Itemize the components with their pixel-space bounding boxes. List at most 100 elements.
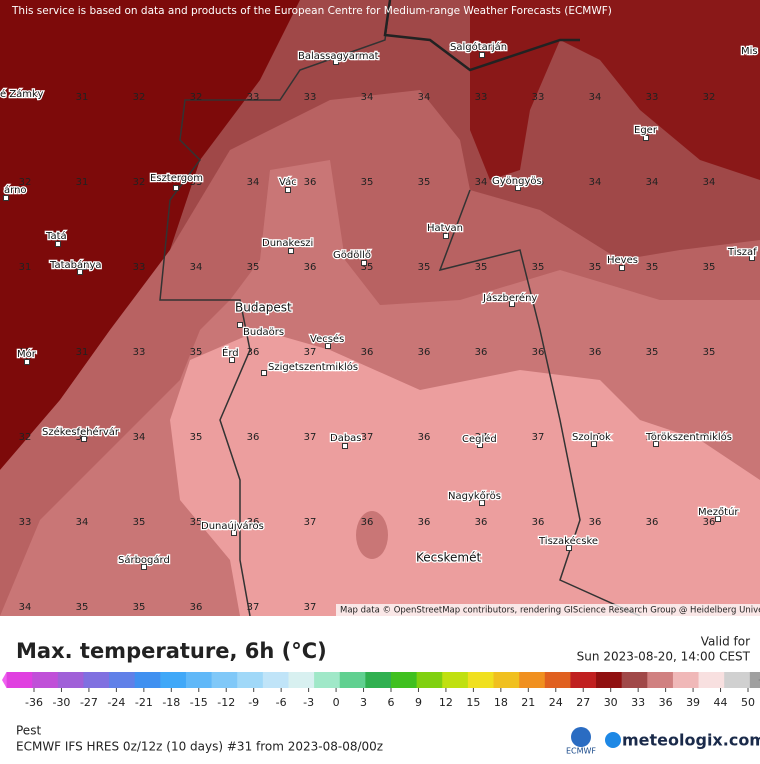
city-label: árno [4, 184, 27, 196]
city-marker [55, 241, 61, 247]
grid-value: 33 [133, 347, 146, 358]
grid-value: 31 [19, 262, 32, 273]
city-label: Eger [634, 125, 658, 136]
colorbar-segment [57, 672, 84, 688]
colorbar-tick-label: 9 [415, 696, 422, 709]
colorbar-tick-label: -9 [248, 696, 259, 709]
attribution-bg [336, 604, 760, 616]
city-marker [643, 135, 649, 141]
city-marker [342, 443, 348, 449]
colorbar-segment [416, 672, 443, 688]
colorbar-segment [83, 672, 110, 688]
city-marker [141, 564, 147, 570]
city-marker [479, 52, 485, 58]
colorbar-segment [647, 672, 674, 688]
colorbar-segment [185, 672, 213, 688]
grid-value: 32 [190, 92, 203, 103]
colorbar-tick-label: 3 [360, 696, 367, 709]
grid-value: 34 [76, 517, 89, 528]
grid-value: 36 [190, 602, 203, 613]
grid-value: 36 [304, 262, 317, 273]
grid-value: 36 [703, 432, 716, 443]
grid-value: 32 [19, 432, 32, 443]
colorbar-segment [442, 672, 469, 688]
grid-value: 34 [589, 92, 602, 103]
colorbar-arrow [2, 672, 7, 688]
grid-value: 32 [19, 347, 32, 358]
grid-value: 33 [475, 92, 488, 103]
colorbar-segment [724, 672, 751, 688]
colorbar-segment [519, 672, 546, 688]
grid-value: 35 [703, 347, 716, 358]
colorbar-segment [314, 672, 341, 688]
colorbar-tick-label: 21 [521, 696, 535, 709]
colorbar-segment [544, 672, 571, 688]
city-label: Törökszentmiklós [645, 431, 732, 443]
grid-value: 37 [475, 432, 488, 443]
city-marker [229, 357, 235, 363]
grid-value: 32 [133, 92, 146, 103]
grid-value: 33 [133, 262, 146, 273]
city-marker [619, 265, 625, 271]
city-label: Mór [17, 348, 37, 360]
grid-value: 32 [133, 177, 146, 188]
grid-value: 34 [361, 92, 374, 103]
zone-hottest [170, 330, 760, 616]
grid-value: 34 [646, 177, 659, 188]
city-marker [77, 269, 83, 275]
grid-value: 36 [361, 347, 374, 358]
grid-value: 37 [361, 432, 374, 443]
colorbar-tick-label: -3 [303, 696, 314, 709]
colorbar-tick-label: 6 [388, 696, 395, 709]
colorbar-tick-label: 30 [604, 696, 618, 709]
colorbar-segment [32, 672, 59, 688]
city-marker [479, 500, 485, 506]
city-label: Gyöngyös [492, 176, 542, 187]
grid-value: 31 [76, 92, 89, 103]
grid-value: 36 [361, 517, 374, 528]
grid-value: 32 [19, 177, 32, 188]
border [438, 189, 641, 617]
grid-value: 35 [532, 177, 545, 188]
city-label: Gödöllő [333, 249, 371, 261]
city-label: Dabas [330, 433, 362, 444]
colorbar-tick-label: -12 [217, 696, 235, 709]
colorbar-segment [493, 672, 520, 688]
grid-value: 32 [703, 92, 716, 103]
colorbar-tick-label: 36 [659, 696, 673, 709]
city-label: Mezőtúr [698, 506, 739, 518]
grid-value: 35 [247, 262, 260, 273]
city-marker [261, 370, 267, 376]
city-marker [81, 436, 87, 442]
colorbar-tick-label: -15 [190, 696, 208, 709]
grid-value: 35 [190, 517, 203, 528]
colorbar-tick-label: 39 [686, 696, 700, 709]
grid-value: 33 [247, 92, 260, 103]
title: Max. temperature, 6h (°C) [16, 639, 327, 663]
city-marker [566, 545, 572, 551]
grid-value: 35 [133, 602, 146, 613]
colorbar-segment [288, 672, 315, 688]
ecmwf-icon [571, 727, 591, 747]
city-label: Vác [279, 176, 297, 188]
colorbar-segment [698, 672, 725, 688]
attribution: Map data © OpenStreetMap contributors, r… [340, 606, 760, 616]
city-label: Jászberény [482, 292, 537, 304]
city-label: Tatá [45, 230, 67, 242]
city-marker [591, 441, 597, 447]
city-label: é Zámky [0, 88, 43, 100]
valid-label: Valid for [701, 635, 750, 649]
grid-value: 35 [190, 432, 203, 443]
colorbar-segment [211, 672, 238, 688]
brand: meteologix.com [622, 731, 760, 750]
grid-value: 35 [532, 262, 545, 273]
grid-value: 33 [532, 92, 545, 103]
colorbar-segment [621, 672, 648, 688]
grid-value: 35 [361, 177, 374, 188]
colorbar-tick-label: -36 [25, 696, 43, 709]
grid-value: 35 [646, 262, 659, 273]
city-label: Székesfehérvár [42, 426, 120, 438]
city-label: Tiszakécske [538, 535, 598, 547]
city-marker [325, 343, 331, 349]
